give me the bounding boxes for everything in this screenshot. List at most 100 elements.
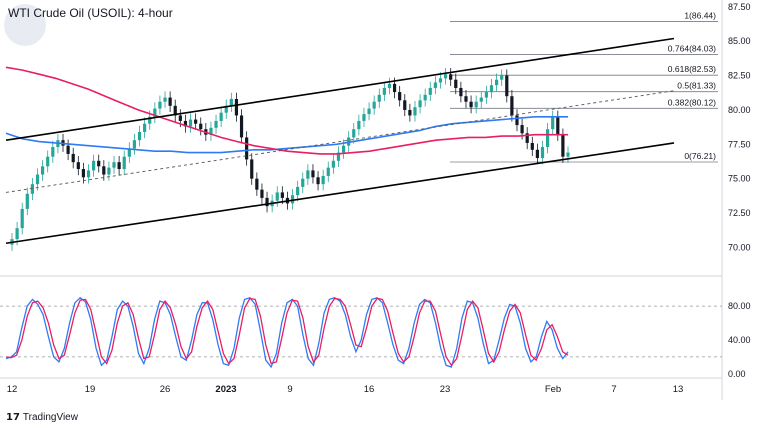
candle-31: [168, 91, 172, 113]
candle-body: [515, 115, 519, 126]
price-tick-6: 85.00: [728, 36, 751, 46]
candle-84: [438, 72, 443, 89]
candle-105: [545, 123, 550, 154]
candle-2: [20, 202, 24, 235]
candle-12: [71, 147, 75, 169]
candle-79: [413, 101, 417, 122]
candle-body: [102, 166, 106, 175]
candle-body: [76, 162, 80, 170]
candle-body: [46, 156, 50, 167]
candle-body: [188, 119, 193, 127]
candle-body: [357, 120, 361, 130]
candle-body: [530, 142, 534, 150]
candle-body: [438, 78, 443, 83]
candle-92: [479, 91, 483, 108]
candle-body: [245, 137, 249, 160]
candle-body: [408, 109, 412, 116]
candle-body: [112, 162, 116, 168]
candle-25: [137, 125, 142, 147]
time-tick-3: 2023: [215, 384, 236, 395]
candle-46: [245, 131, 249, 166]
fib-label-2: 0.618(82.53): [668, 64, 716, 74]
candle-86: [449, 68, 453, 86]
candle-97: [505, 69, 509, 103]
candle-43: [229, 92, 233, 113]
candle-7: [46, 150, 50, 173]
candle-62: [326, 161, 330, 183]
candle-35: [188, 113, 193, 133]
candle-16: [92, 154, 96, 177]
channel-midline: [5, 90, 675, 193]
candle-49: [260, 183, 264, 205]
fibonacci-levels: 1(86.44) 0.764(84.03) 0.618(82.53) 0.5(81.3…: [450, 10, 718, 163]
candle-body: [66, 145, 70, 154]
price-tick-4: 80.00: [728, 105, 751, 115]
candle-61: [321, 169, 325, 191]
candle-body: [540, 147, 545, 159]
candle-body: [163, 97, 167, 102]
stoch-tick-0: 0.00: [728, 369, 746, 379]
candle-body: [449, 74, 453, 80]
stochastic-line-0: [5, 296, 569, 369]
candle-body: [199, 123, 203, 130]
candle-body: [443, 74, 448, 79]
candle-body: [158, 101, 162, 109]
candle-body: [15, 228, 19, 240]
candle-body: [250, 159, 254, 179]
candle-8: [51, 140, 55, 163]
candle-82: [428, 81, 432, 102]
candle-24: [132, 134, 137, 155]
candle-64: [336, 146, 341, 167]
trend-channel: [5, 37, 675, 245]
candle-87: [454, 73, 458, 95]
candle-body: [459, 87, 463, 97]
candle-40: [214, 114, 218, 134]
time-tick-8: 7: [611, 384, 616, 395]
price-tick-2: 75.00: [728, 174, 751, 184]
candle-body: [35, 174, 40, 185]
candle-body: [494, 79, 499, 86]
candle-107: [556, 110, 560, 141]
candle-15: [86, 164, 91, 184]
moving-averages: [5, 66, 568, 155]
candle-body: [433, 82, 437, 88]
candle-body: [71, 153, 75, 163]
candle-109: [566, 146, 570, 163]
candle-93: [484, 85, 488, 104]
candle-body: [535, 149, 539, 159]
candle-3: [25, 187, 29, 216]
candle-body: [566, 152, 570, 157]
candle-13: [76, 155, 80, 176]
candle-body: [117, 162, 121, 170]
candle-44: [234, 92, 239, 122]
candle-body: [137, 131, 142, 141]
candle-106: [551, 110, 555, 136]
time-tick-6: 23: [440, 384, 451, 395]
axes: 70.0072.5075.0077.5080.0082.5085.0087.50…: [7, 2, 751, 395]
candle-body: [86, 170, 91, 178]
candle-81: [423, 88, 427, 107]
candle-70: [367, 102, 371, 121]
time-tick-4: 9: [287, 384, 292, 395]
candle-body: [107, 167, 111, 175]
candle-body: [92, 160, 96, 171]
candle-body: [428, 87, 432, 95]
candle-34: [183, 114, 188, 133]
candle-body: [306, 170, 310, 179]
stoch-tick-1: 40.00: [728, 335, 751, 345]
tradingview-logo-icon: 17: [6, 412, 20, 423]
candle-body: [505, 75, 509, 97]
tradingview-brand[interactable]: 17 TradingView: [6, 412, 78, 423]
stoch-tick-2: 80.00: [728, 301, 751, 311]
candle-body: [372, 101, 376, 109]
candle-body: [545, 129, 550, 148]
moving-average-1: [5, 66, 568, 155]
price-tick-5: 82.50: [728, 71, 751, 81]
candle-body: [336, 152, 341, 161]
candle-74: [387, 77, 392, 95]
candle-73: [382, 81, 386, 102]
candle-body: [301, 178, 305, 187]
channel-lower-line: [5, 142, 675, 245]
candle-body: [423, 94, 427, 101]
